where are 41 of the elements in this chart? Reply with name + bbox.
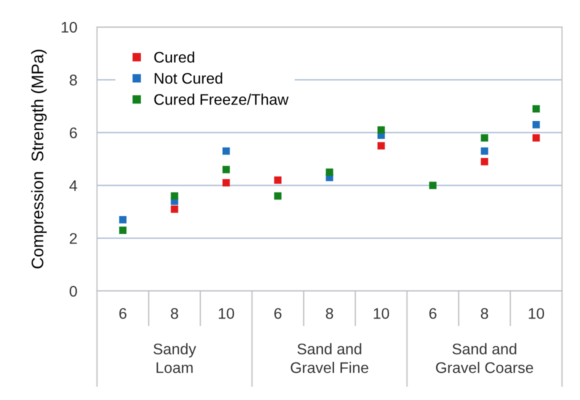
point — [274, 176, 282, 184]
point — [532, 134, 540, 142]
x-tick-label: 8 — [170, 308, 178, 319]
x-tick-label: 10 — [218, 308, 234, 319]
point — [222, 179, 230, 186]
x-tick-label: 10 — [528, 308, 544, 319]
x-tick-label: 8 — [326, 308, 334, 319]
point — [532, 121, 540, 128]
y-axis-title: Compression Strength (MPa) — [31, 50, 47, 268]
y-tick-label: 0 — [70, 286, 77, 297]
point — [377, 126, 385, 134]
point — [170, 205, 178, 213]
point — [119, 226, 127, 234]
legend-label: Cured — [154, 51, 194, 63]
y-tick-label: 2 — [70, 233, 77, 244]
legend-label: Cured Freeze/Thaw — [154, 94, 289, 105]
point — [429, 182, 437, 190]
point — [274, 192, 282, 200]
point — [170, 192, 178, 200]
point — [480, 158, 488, 166]
text: Sandy Loam — [154, 343, 196, 374]
x-tick-label: 6 — [274, 308, 282, 319]
x-tick-label: 6 — [119, 308, 126, 319]
x-tick-label: 10 — [374, 308, 390, 319]
x-tick-label: 6 — [429, 308, 436, 319]
point — [326, 168, 334, 176]
text: Sand and Gravel Fine — [290, 343, 368, 374]
point — [480, 147, 488, 155]
y-tick-label: 8 — [70, 74, 77, 86]
legend-label: Not Cured — [154, 72, 222, 84]
point — [222, 147, 230, 155]
y-tick-label: 6 — [70, 127, 77, 138]
point — [119, 216, 127, 224]
point — [480, 134, 488, 142]
x-tick-label: 8 — [480, 308, 488, 319]
y-tick-label: 10 — [62, 22, 77, 33]
point — [222, 166, 230, 174]
y-tick-label: 4 — [69, 180, 78, 191]
text: Sand and Gravel Coarse — [436, 343, 534, 374]
point — [532, 105, 540, 113]
point — [377, 142, 385, 150]
